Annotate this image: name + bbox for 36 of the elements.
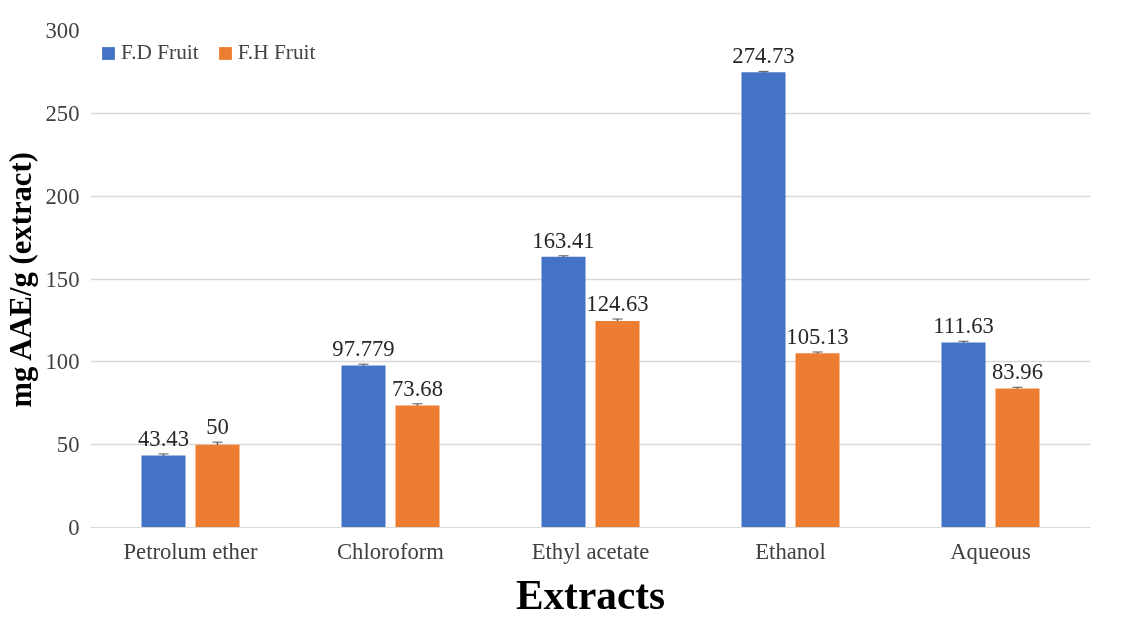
- data-label: 73.68: [392, 375, 443, 401]
- bar: [141, 455, 186, 528]
- y-axis-title: mg AAE/g (extract): [3, 152, 38, 408]
- y-tick-label: 0: [68, 515, 80, 540]
- y-tick-label: 250: [45, 100, 80, 126]
- x-tick-label: Ethyl acetate: [531, 538, 650, 564]
- y-tick-label: 150: [45, 266, 80, 292]
- bar: [741, 72, 786, 528]
- data-label: 83.96: [992, 359, 1043, 385]
- data-label: 50: [206, 414, 229, 440]
- y-tick-label: 300: [45, 18, 80, 43]
- bar: [995, 388, 1040, 528]
- x-tick-label: Ethanol: [755, 538, 826, 564]
- data-label: 274.73: [732, 43, 795, 69]
- x-tick-label: Aqueous: [950, 538, 1031, 564]
- data-label: 163.41: [532, 227, 595, 253]
- bar: [341, 365, 386, 528]
- legend-label: F.H Fruit: [237, 40, 316, 65]
- x-tick-label: Chloroform: [337, 538, 445, 564]
- data-label: 111.63: [933, 313, 994, 339]
- data-label: 97.779: [332, 336, 395, 362]
- bar: [541, 256, 586, 528]
- data-label: 124.63: [586, 291, 649, 317]
- bar: [941, 342, 986, 528]
- bar: [395, 405, 440, 528]
- data-label: 43.43: [138, 425, 189, 451]
- bar: [795, 353, 840, 528]
- bar: [595, 321, 640, 528]
- data-label: 105.13: [786, 324, 849, 350]
- bar: [195, 444, 240, 528]
- y-tick-label: 50: [56, 432, 80, 458]
- y-tick-label: 200: [45, 183, 80, 209]
- y-tick-label: 100: [45, 349, 80, 375]
- x-tick-label: Petrolum ether: [123, 538, 258, 564]
- x-axis-title: Extracts: [515, 571, 666, 618]
- legend-label: F.D Fruit: [121, 40, 199, 65]
